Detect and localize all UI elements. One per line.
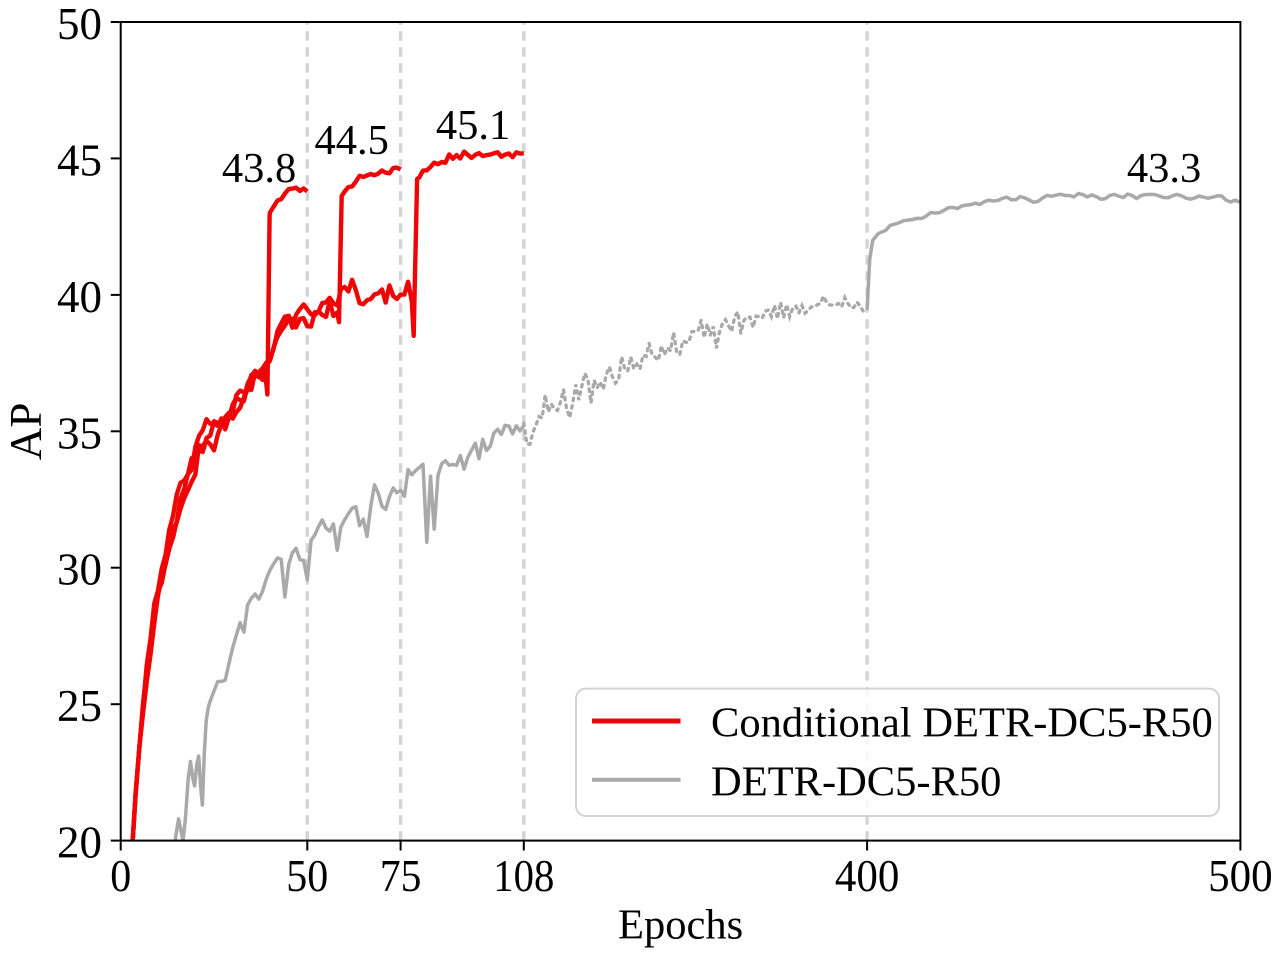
svg-text:400: 400 — [835, 851, 900, 901]
svg-text:45.1: 45.1 — [436, 102, 510, 149]
svg-text:75: 75 — [380, 851, 422, 901]
svg-text:43.8: 43.8 — [222, 145, 296, 192]
svg-text:43.3: 43.3 — [1127, 145, 1201, 192]
svg-text:DETR-DC5-R50: DETR-DC5-R50 — [711, 759, 1001, 806]
svg-text:20: 20 — [57, 818, 102, 868]
svg-text:AP: AP — [1, 403, 51, 461]
svg-text:500: 500 — [1208, 851, 1273, 901]
svg-text:0: 0 — [110, 851, 131, 901]
svg-text:45: 45 — [57, 135, 102, 185]
svg-text:108: 108 — [493, 851, 554, 901]
svg-text:50: 50 — [286, 851, 328, 901]
svg-text:Conditional DETR-DC5-R50: Conditional DETR-DC5-R50 — [711, 700, 1213, 747]
svg-text:25: 25 — [57, 681, 102, 731]
svg-text:40: 40 — [57, 272, 102, 322]
svg-text:50: 50 — [57, 0, 102, 49]
svg-text:30: 30 — [57, 545, 102, 595]
svg-text:44.5: 44.5 — [315, 117, 389, 164]
svg-text:Epochs: Epochs — [618, 902, 743, 949]
svg-text:35: 35 — [57, 408, 102, 458]
